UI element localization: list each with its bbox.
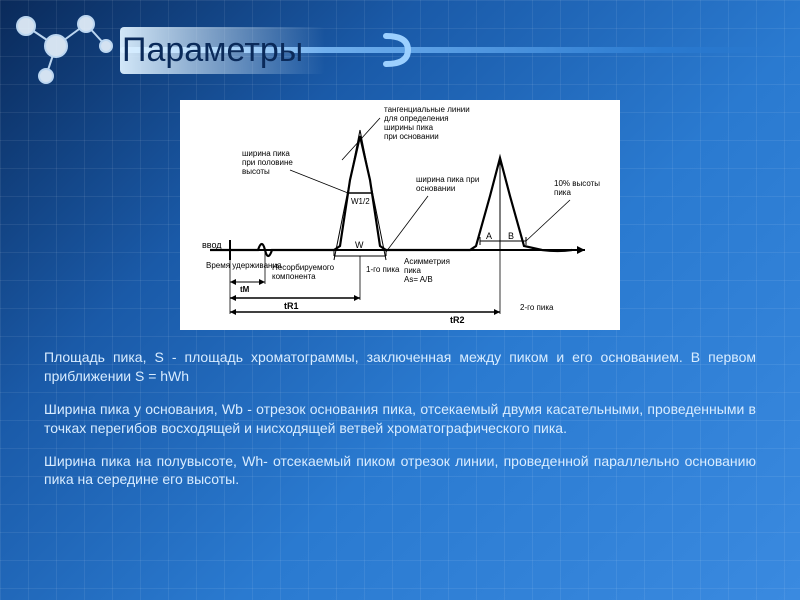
slide-background: Параметры ввод W1/2 W A [0,0,800,600]
label-unsorbed: Несорбируемого компонента [272,263,336,281]
para-2: Ширина пика у основания, Wb - отрезок ос… [44,400,756,438]
slide-title: Параметры [120,27,325,74]
label-inject: ввод [202,240,222,250]
body-text: Площадь пика, S - площадь хроматограммы,… [44,348,756,503]
chromatogram-diagram: ввод W1/2 W A B тангенциальные линии [180,100,620,330]
title-cap-icon [380,30,420,70]
label-10pct: 10% высоты пика [554,179,602,197]
label-tangent: тангенциальные линии для определения шир… [384,105,472,141]
para-1: Площадь пика, S - площадь хроматограммы,… [44,348,756,386]
label-peak2name: 2-го пика [520,303,554,312]
label-basewidth: ширина пика при основании [416,175,482,193]
label-tm: tM [240,285,250,294]
label-asymmetry: Асимметрия пика As= A/B [404,257,452,284]
para-3: Ширина пика на полувысоте, Wh- отсекаемы… [44,452,756,490]
label-a: A [486,231,492,241]
label-w: W [355,240,364,250]
label-tr2: tR2 [450,315,465,325]
label-w12: W1/2 [351,197,370,206]
label-halfwidth: ширина пика при половине высоты [242,149,295,176]
label-b: B [508,231,514,241]
label-peak1name: 1-го пика [366,265,400,274]
title-bar: Параметры [120,22,680,78]
label-tr1: tR1 [284,301,299,311]
molecule-decor [6,6,116,86]
label-retention: Время удерживания [206,261,281,270]
